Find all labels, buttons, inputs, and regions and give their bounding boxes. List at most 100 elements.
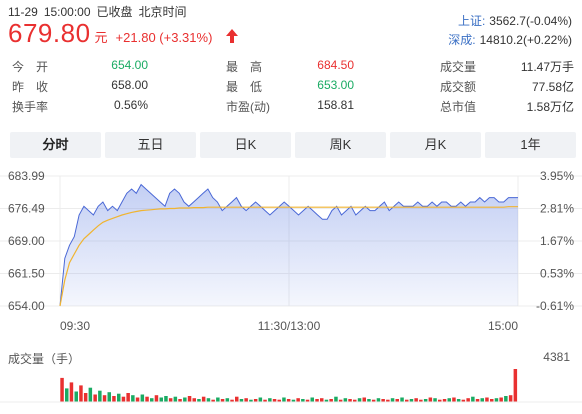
volume-bar	[282, 397, 286, 402]
y-tick-left: 683.99	[8, 169, 45, 183]
volume-bar	[409, 399, 414, 402]
volume-bar	[239, 399, 244, 402]
tab-monthly-k[interactable]: 月K	[390, 132, 481, 158]
stats-row: 今 开 654.00 最 高 684.50 成交量 11.47万手	[8, 56, 574, 76]
x-tick: 15:00	[488, 319, 518, 333]
volume-bar	[390, 398, 395, 402]
volume-bar	[60, 377, 64, 402]
stat-label: 成交量	[440, 60, 477, 74]
stat-label: 换手率	[12, 100, 49, 114]
volume-bar	[301, 399, 305, 402]
stat-label: 昨 收	[12, 80, 49, 94]
volume-bar	[220, 399, 225, 402]
volume-bar	[235, 396, 239, 402]
stats-row: 换手率 0.56% 市盈(动) 158.81 总市值 1.58万亿	[8, 96, 574, 116]
up-arrow-icon	[225, 29, 238, 43]
volume-bar	[362, 397, 366, 402]
tab-one-year[interactable]: 1年	[485, 132, 576, 158]
volume-bar	[447, 398, 451, 402]
volume-bar	[140, 394, 145, 402]
volume-bar	[367, 399, 371, 402]
volume-bar	[69, 382, 74, 402]
tab-daily-k[interactable]: 日K	[200, 132, 291, 158]
tab-five-day[interactable]: 五日	[105, 132, 196, 158]
volume-bar	[466, 398, 470, 402]
volume-bar	[216, 397, 220, 402]
volume-bar	[93, 394, 97, 402]
volume-bar	[258, 397, 263, 402]
volume-bar	[268, 398, 272, 402]
volume-bar	[405, 399, 409, 402]
volume-bar	[438, 399, 442, 402]
volume-bar	[291, 399, 296, 402]
volume-bar	[376, 398, 381, 402]
stats-row: 昨 收 658.00 最 低 653.00 成交额 77.58亿	[8, 76, 574, 96]
volume-bar	[414, 398, 418, 402]
volume-bar	[150, 398, 154, 402]
index-shanghai[interactable]: 上证: 3562.7(-0.04%)	[458, 12, 572, 29]
avg-price-line	[59, 206, 518, 307]
volume-bar	[98, 390, 102, 402]
y-tick-right: 0.53%	[540, 267, 574, 281]
volume-bar	[65, 388, 69, 402]
volume-bar	[277, 399, 281, 402]
volume-bar	[117, 393, 121, 402]
y-tick-left: 676.49	[8, 202, 45, 216]
volume-bar	[480, 398, 484, 402]
volume-bar	[419, 399, 423, 402]
volume-bar	[206, 398, 211, 402]
volume-bar	[513, 369, 518, 402]
stat-value: 684.50	[317, 58, 354, 72]
stat-label: 最 低	[226, 80, 263, 94]
volume-title: 成交量（手）	[8, 352, 81, 366]
index-shenzhen[interactable]: 深成: 14810.2(+0.22%)	[448, 31, 572, 48]
volume-bar	[173, 396, 178, 402]
volume-bar	[159, 397, 163, 402]
volume-bar	[305, 399, 310, 402]
volume-bar	[442, 399, 447, 402]
volume-bar	[334, 396, 338, 402]
volume-bar	[145, 396, 149, 402]
volume-bar	[253, 399, 258, 402]
quote-header: 11-29 15:00:00 已收盘 北京时间	[8, 3, 193, 20]
volume-bar	[461, 399, 466, 402]
volume-bar	[324, 399, 329, 402]
volume-bar	[197, 399, 201, 402]
volume-bar	[490, 399, 494, 402]
volume-bar	[79, 385, 83, 402]
volume-bar	[348, 399, 352, 402]
volume-bar	[381, 399, 385, 402]
x-tick: 11:30/13:00	[258, 319, 321, 333]
stat-label: 今 开	[12, 60, 49, 74]
tab-weekly-k[interactable]: 周K	[295, 132, 386, 158]
volume-bar	[88, 387, 93, 402]
volume-bar	[296, 398, 300, 402]
stat-value: 653.00	[317, 78, 354, 92]
volume-bar	[112, 396, 116, 402]
volume-bar	[211, 399, 215, 402]
volume-bar	[135, 397, 140, 402]
stat-value: 0.56%	[113, 98, 148, 112]
volume-bar	[508, 395, 513, 402]
volume-bar	[504, 396, 508, 402]
quote-date: 11-29	[8, 5, 38, 19]
volume-bar	[201, 396, 206, 402]
intraday-chart[interactable]: 683.99 676.49 669.00 661.50 654.00 3.95% 2.81%…	[0, 164, 582, 414]
stat-label: 成交额	[440, 80, 477, 94]
price-row: 679.80 元 +21.80 (+3.31%)	[8, 18, 239, 49]
y-tick-right: 3.95%	[540, 169, 574, 183]
tab-intraday[interactable]: 分时	[10, 132, 101, 158]
stat-value: 77.58亿	[531, 80, 574, 94]
volume-bar	[475, 399, 480, 402]
volume-bar	[183, 397, 187, 402]
stat-label: 市盈(动)	[226, 100, 270, 114]
y-tick-right: 2.81%	[540, 202, 574, 216]
volume-bar	[428, 397, 433, 402]
index-value: 14810.2(+0.22%)	[479, 33, 572, 47]
volume-bar	[244, 398, 248, 402]
stat-value: 654.00	[111, 58, 148, 72]
volume-bar	[499, 397, 503, 402]
quote-time: 15:00:00	[43, 5, 91, 19]
y-tick-left: 669.00	[8, 234, 45, 248]
volume-bar	[400, 397, 404, 402]
